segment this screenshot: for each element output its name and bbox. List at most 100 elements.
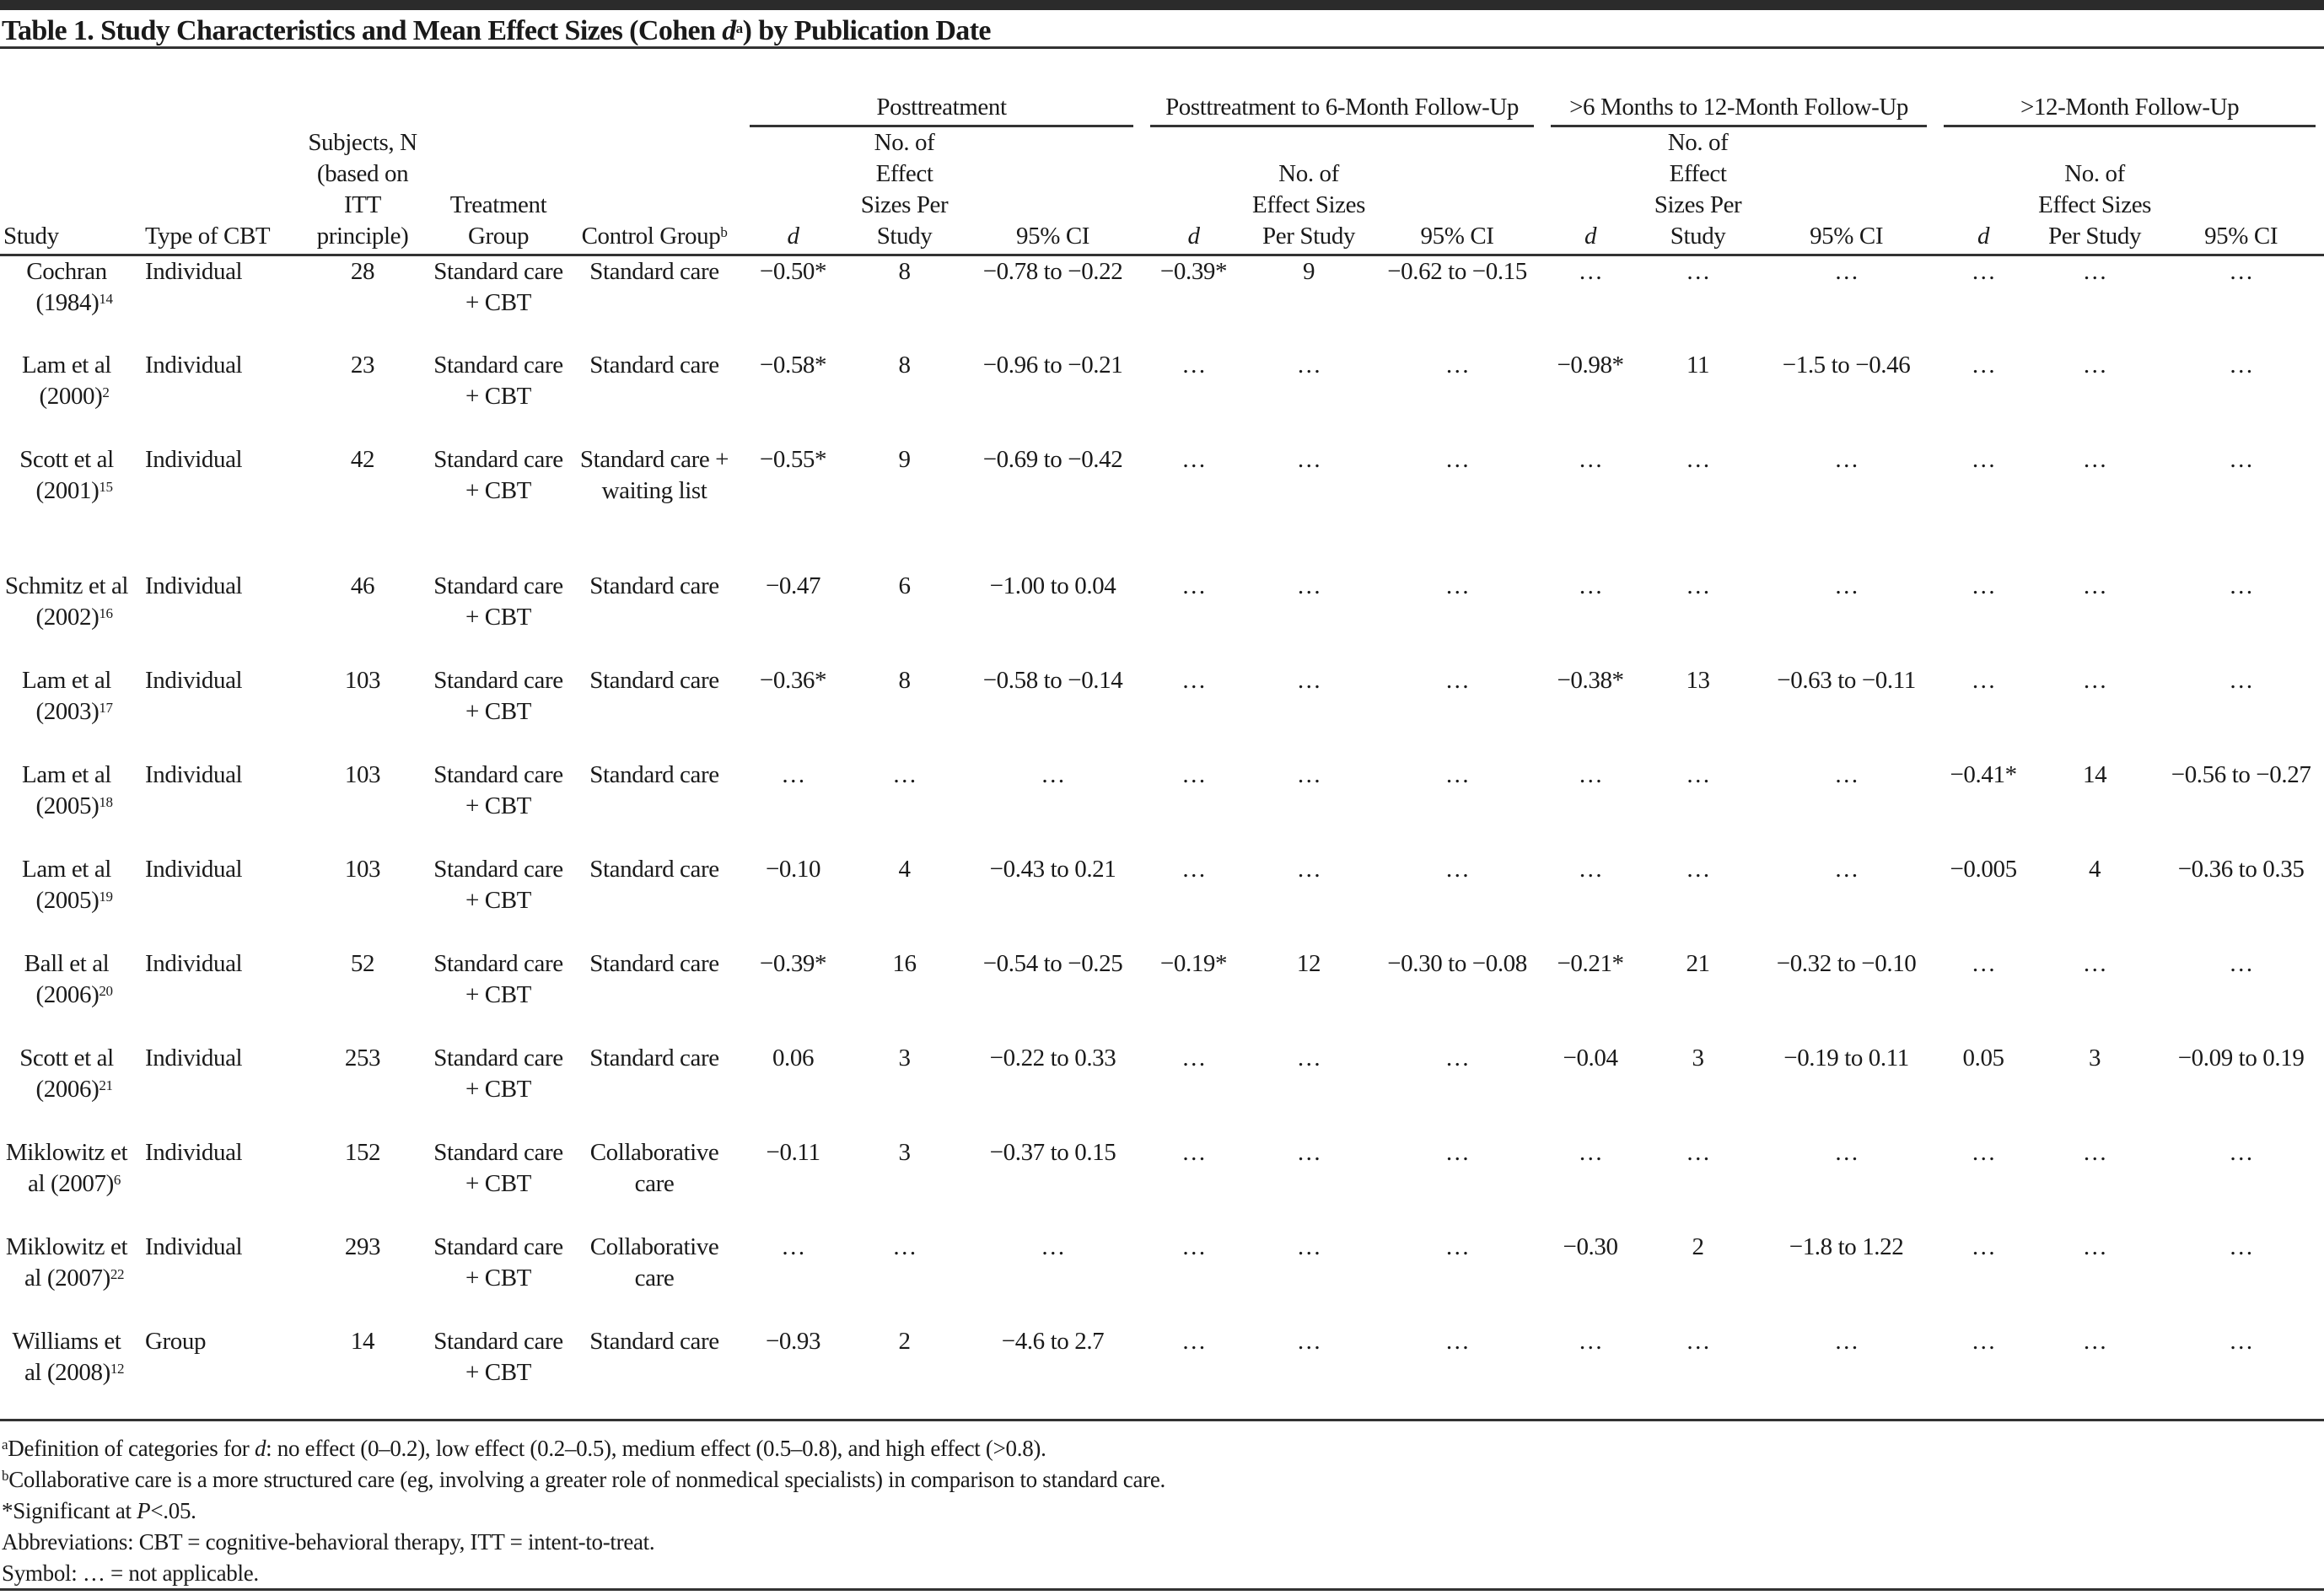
d-cell: −0.11 (766, 1138, 820, 1166)
ci-cell: … (1372, 1325, 1543, 1421)
study-cell: Schmitz et al (2002)16 (0, 571, 133, 665)
effect-count-cell: … (1686, 760, 1710, 788)
d-cell: … (1578, 855, 1603, 883)
footnote-mark: a (2, 1437, 8, 1453)
d-cell: … (1181, 855, 1206, 883)
ci-cell: … (1834, 760, 1859, 788)
d-cell: … (1542, 1325, 1639, 1421)
ci-cell: … (2229, 666, 2253, 694)
ci-cell: … (1834, 572, 1859, 599)
ci-cell: … (1041, 760, 1065, 788)
effect-count-cell: 2 (845, 1325, 965, 1421)
effect-count-cell: … (1296, 666, 1321, 694)
control-cell: Collaborative care (589, 1138, 719, 1197)
col-effect-count-12-month: No. of Effect Sizes Per Study (1638, 127, 1758, 256)
col-control: Control Groupb (568, 127, 742, 256)
ci-cell: −0.30 to −0.08 (1387, 949, 1527, 977)
ci-cell: −0.63 to −0.11 (1777, 666, 1916, 694)
effect-count-cell: … (1296, 1232, 1321, 1260)
table-body: Cochran (1984)14 Individual 28 Standard car… (0, 255, 2324, 1421)
ci-cell: −0.36 to 0.35 (2177, 855, 2305, 883)
d-cell: … (1578, 258, 1603, 285)
ci-cell: … (1444, 351, 1470, 379)
title-footnote-mark: a (735, 20, 743, 36)
treatment-cell: Standard care + CBT (433, 1138, 563, 1197)
control-cell: Standard care (589, 1044, 719, 1071)
footnote: Abbreviations: CBT = cognitive-behaviora… (2, 1527, 1165, 1558)
treatment-cell: Standard care + CBT (433, 760, 563, 819)
d-cell: −0.39* (759, 949, 827, 977)
control-cell: Standard care (589, 760, 719, 788)
col-subjects: Subjects, N (based on ITT principle) (296, 127, 429, 256)
footnote: *Significant at P<.05. (2, 1496, 1165, 1527)
d-cell: −0.98* (1557, 351, 1624, 379)
treatment-cell: Standard care + CBT (433, 445, 563, 504)
study-cell: Miklowitz et al (2007)6 (0, 1137, 133, 1232)
effect-count-cell: … (1296, 855, 1321, 883)
reference-number: 18 (99, 793, 113, 810)
ci-cell: … (1834, 855, 1859, 883)
effect-count-cell: 9 (898, 445, 911, 473)
effect-count-cell: … (892, 1232, 917, 1260)
d-cell: −0.58* (759, 351, 827, 379)
effect-count-cell: 8 (898, 351, 911, 379)
treatment-cell: Standard care + CBT (433, 666, 563, 725)
subjects-cell: 52 (350, 949, 375, 977)
col-ci-over-12-month: 95% CI (2158, 127, 2324, 256)
reference-number: 6 (113, 1171, 121, 1188)
footnote: aDefinition of categories for d: no effe… (2, 1433, 1165, 1464)
d-cell: −0.38* (1557, 666, 1624, 694)
effect-count-cell: … (1296, 760, 1321, 788)
d-cell: … (1181, 572, 1206, 599)
study-cell: Ball et al (2006)20 (0, 948, 133, 1043)
d-cell: −0.93 (741, 1325, 846, 1421)
ci-cell: −0.54 to −0.25 (982, 949, 1123, 977)
top-rule (0, 0, 2324, 10)
group-header-12-month: >6 Months to 12-Month Follow-Up (1542, 51, 1935, 127)
effect-count-cell: … (1245, 1325, 1373, 1421)
ci-cell: −0.09 to 0.19 (2177, 1044, 2305, 1071)
d-cell: −0.10 (765, 855, 821, 883)
d-cell: −0.21* (1557, 949, 1624, 977)
reference-number: 15 (99, 478, 113, 495)
effect-count-cell: 13 (1686, 666, 1710, 694)
effect-count-cell: … (2082, 258, 2107, 285)
ci-cell: … (1834, 1138, 1859, 1166)
table-row: Scott et al (2001)15 Individual 42 Standard… (0, 444, 2324, 571)
effect-count-cell: … (1296, 1138, 1321, 1166)
col-type: Type of CBT (133, 127, 296, 256)
study-name: Lam et al (2005) (22, 855, 111, 914)
ci-cell: −0.96 to −0.21 (982, 351, 1123, 379)
type-cell: Individual (145, 949, 243, 977)
ci-cell: … (2229, 351, 2253, 379)
effect-count-cell: … (2082, 572, 2107, 599)
effect-count-cell: … (1296, 445, 1321, 473)
effect-count-cell: 8 (898, 666, 911, 694)
d-cell: … (1971, 1232, 1996, 1260)
effect-count-cell: 6 (898, 572, 911, 599)
ci-cell: −0.32 to −0.10 (1776, 949, 1917, 977)
effect-count-cell: … (2082, 1138, 2107, 1166)
effect-count-cell: … (1686, 855, 1710, 883)
study-cell: Lam et al (2005)18 (0, 760, 133, 854)
col-study: Study (0, 127, 133, 256)
col-ci-6-month: 95% CI (1372, 127, 1543, 256)
effect-count-cell: 3 (1692, 1044, 1705, 1071)
ci-cell: … (1834, 258, 1859, 285)
reference-number: 16 (99, 604, 113, 621)
study-cell: Lam et al (2005)19 (0, 854, 133, 948)
d-cell: −0.36* (759, 666, 827, 694)
d-cell: … (1181, 351, 1206, 379)
d-cell: … (1971, 445, 1996, 473)
effect-count-cell: … (2082, 949, 2107, 977)
control-cell: Standard care (589, 666, 719, 694)
ci-cell: … (2229, 949, 2253, 977)
d-cell: … (1971, 1138, 1996, 1166)
control-cell: Collaborative care (589, 1232, 719, 1292)
ci-cell: −1.00 to 0.04 (989, 572, 1116, 599)
treatment-cell: Standard care + CBT (433, 572, 563, 631)
table-row: Williams et al (2008)12 Group 14 Standard c… (0, 1325, 2324, 1421)
footnote-text: P (137, 1498, 151, 1523)
effect-count-cell: 16 (892, 949, 917, 977)
d-cell: … (1578, 760, 1603, 788)
